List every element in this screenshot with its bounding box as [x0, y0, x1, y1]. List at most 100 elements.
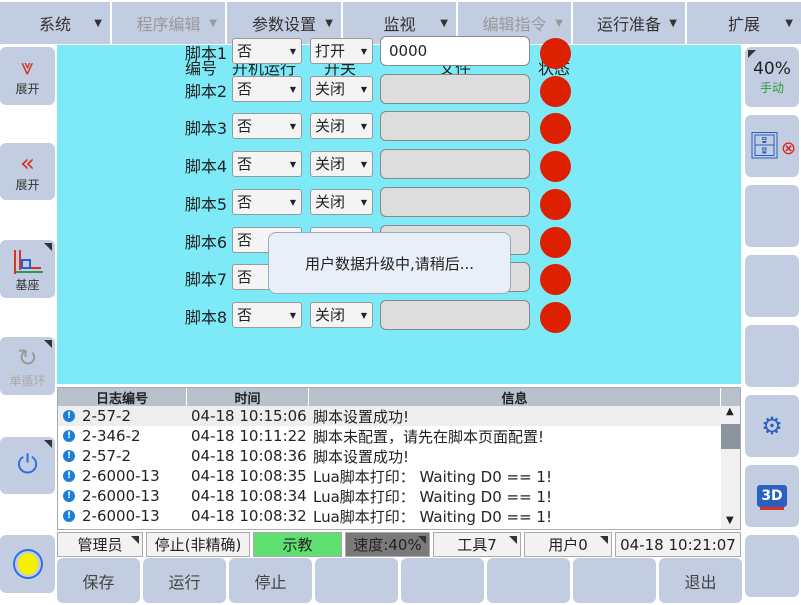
- usb-button[interactable]: 🗄⊗: [745, 115, 799, 177]
- log-message: Lua脚本打印： Waiting D0 == 1!: [313, 487, 552, 506]
- status-indicator: [540, 113, 571, 145]
- stop-button[interactable]: 停止: [229, 558, 312, 603]
- empty-right-button[interactable]: [745, 255, 799, 317]
- menu-label: 程序编辑: [136, 15, 201, 34]
- info-icon: !: [63, 510, 75, 522]
- log-time: 04-18 10:11:22: [191, 427, 307, 445]
- log-row[interactable]: ! 2-57-2 04-18 10:08:36 脚本设置成功!: [58, 446, 721, 466]
- boot-value: 否: [237, 192, 253, 211]
- file-input[interactable]: [380, 299, 530, 330]
- single-cycle-button[interactable]: ↻ 单循环: [0, 337, 55, 395]
- menu-2[interactable]: 参数设置 ▼: [227, 2, 341, 44]
- run-button[interactable]: 运行: [143, 558, 226, 603]
- boot-value: 否: [237, 230, 253, 249]
- user-coord-status[interactable]: 用户0: [524, 532, 612, 557]
- log-message: Lua脚本打印： Waiting D0 == 1!: [313, 507, 552, 526]
- status-indicator: [540, 75, 571, 107]
- empty-button[interactable]: [315, 558, 398, 603]
- expand-left-button[interactable]: « 展开: [0, 143, 55, 200]
- switch-select[interactable]: 关闭: [310, 75, 373, 102]
- boot-value: 否: [237, 305, 253, 324]
- speed-status[interactable]: 速度:40%: [345, 532, 430, 557]
- file-input[interactable]: [380, 73, 530, 104]
- log-row[interactable]: ! 2-346-2 04-18 10:11:22 脚本未配置，请先在脚本页面配置!: [58, 426, 721, 446]
- info-icon: !: [63, 430, 75, 442]
- scroll-down-icon[interactable]: ▼: [726, 515, 734, 526]
- log-header-id[interactable]: 日志编号: [58, 388, 187, 407]
- log-row[interactable]: ! 2-57-2 04-18 10:15:06 脚本设置成功!: [58, 406, 721, 426]
- log-message: 脚本设置成功!: [313, 407, 410, 426]
- cycle-icon: ↻: [17, 343, 38, 372]
- log-id: 2-57-2: [82, 447, 131, 465]
- power-button[interactable]: ⏻: [0, 437, 55, 494]
- switch-select[interactable]: 打开: [310, 38, 373, 64]
- teach-mode: 示教: [253, 532, 342, 557]
- menu-label: 监视: [383, 15, 416, 34]
- menu-1[interactable]: 程序编辑 ▼: [112, 2, 225, 44]
- boot-value: 否: [237, 117, 253, 136]
- log-time: 04-18 10:08:34: [191, 487, 307, 505]
- log-row[interactable]: ! 2-6000-13 04-18 10:08:32 Lua脚本打印： Waiting…: [58, 506, 721, 526]
- base-button[interactable]: 基座: [0, 240, 55, 298]
- menu-5[interactable]: 运行准备 ▼: [573, 2, 685, 44]
- empty-button[interactable]: [487, 558, 570, 603]
- log-header-info[interactable]: 信息: [309, 388, 721, 407]
- boot-select[interactable]: 否: [232, 301, 302, 328]
- switch-value: 关闭: [315, 305, 346, 324]
- clock-label: 04-18 10:21:07: [620, 535, 736, 554]
- empty-right-button[interactable]: [745, 535, 799, 597]
- script-panel: 编号 开机运行 开关 文件 状态 脚本1 否 打开 0000 脚本2 否 关闭 …: [57, 36, 741, 384]
- 3d-view-button[interactable]: 3D: [745, 465, 799, 527]
- switch-select[interactable]: 关闭: [310, 113, 373, 140]
- log-table: 日志编号 时间 信息 ! 2-57-2 04-18 10:15:06 脚本设置成功!!…: [57, 387, 741, 530]
- save-button[interactable]: 保存: [57, 558, 140, 603]
- file-input[interactable]: [380, 186, 530, 217]
- log-row[interactable]: ! 2-6000-13 04-18 10:08:35 Lua脚本打印： Waiting…: [58, 466, 721, 486]
- run-label: 运行: [168, 572, 201, 592]
- boot-select[interactable]: 否: [232, 38, 302, 64]
- log-row[interactable]: ! 2-6000-13 04-18 10:08:34 Lua脚本打印： Waiting…: [58, 486, 721, 506]
- user-status[interactable]: 管理员: [57, 532, 143, 557]
- boot-select[interactable]: 否: [232, 151, 302, 178]
- boot-select[interactable]: 否: [232, 75, 302, 102]
- status-indicator: [540, 38, 571, 69]
- menu-label: 参数设置: [251, 15, 316, 34]
- dropdown-arrow-icon: ▼: [94, 17, 102, 29]
- switch-select[interactable]: 关闭: [310, 301, 373, 328]
- dropdown-arrow-icon: ▼: [440, 17, 448, 29]
- chevron-down-icon: ⩔: [21, 54, 34, 80]
- info-icon: !: [63, 470, 75, 482]
- expand-down-button[interactable]: ⩔ 展开: [0, 47, 55, 105]
- switch-value: 关闭: [315, 155, 346, 174]
- file-input[interactable]: 0000: [380, 36, 530, 66]
- file-input[interactable]: [380, 149, 530, 180]
- indicator-light-button[interactable]: [0, 535, 55, 593]
- log-id: 2-6000-13: [82, 507, 160, 525]
- switch-select[interactable]: 关闭: [310, 188, 373, 215]
- log-time: 04-18 10:08:36: [191, 447, 307, 465]
- exit-button[interactable]: 退出: [659, 558, 742, 603]
- script-label: 脚本6: [184, 232, 227, 252]
- tool-status[interactable]: 工具7: [433, 532, 521, 557]
- switch-select[interactable]: 关闭: [310, 151, 373, 178]
- robot-camera-button[interactable]: ⚙: [745, 395, 799, 457]
- boot-select[interactable]: 否: [232, 188, 302, 215]
- script-label: 脚本8: [184, 307, 227, 327]
- state-label: 停止(非精确): [154, 536, 242, 554]
- empty-button[interactable]: [573, 558, 656, 603]
- file-input[interactable]: [380, 111, 530, 142]
- scroll-up-icon[interactable]: ▲: [726, 406, 734, 417]
- empty-right-button[interactable]: [745, 185, 799, 247]
- boot-select[interactable]: 否: [232, 113, 302, 140]
- dropdown-arrow-icon: ▼: [669, 17, 677, 29]
- empty-right-button[interactable]: [745, 325, 799, 387]
- dropdown-arrow-icon: ▼: [209, 17, 217, 29]
- menu-0[interactable]: 系统 ▼: [0, 2, 110, 44]
- log-scrollbar[interactable]: ▲ ▼: [721, 406, 740, 529]
- speed-mode-button[interactable]: 40% 手动: [745, 47, 799, 107]
- status-indicator: [540, 188, 571, 220]
- empty-button[interactable]: [401, 558, 484, 603]
- log-header-time[interactable]: 时间: [187, 388, 309, 407]
- menu-6[interactable]: 扩展 ▼: [687, 2, 801, 44]
- script-label: 脚本3: [184, 119, 227, 139]
